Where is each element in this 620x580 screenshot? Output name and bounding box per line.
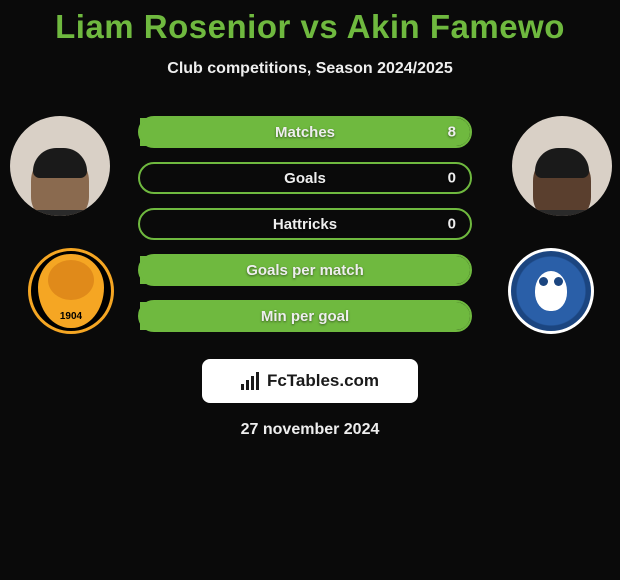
stat-row-min-per-goal: Min per goal — [138, 300, 472, 332]
tiger-crest-icon: 1904 — [38, 254, 104, 328]
player-left-head-icon — [31, 152, 89, 216]
stat-label: Min per goal — [261, 308, 349, 325]
player-right-head-icon — [533, 152, 591, 216]
brand-text: FcTables.com — [267, 371, 379, 391]
page-title: Liam Rosenior vs Akin Famewo — [0, 0, 620, 46]
brand-box: FcTables.com — [202, 359, 418, 403]
owl-crest-icon — [511, 251, 591, 331]
stat-row-goals: Goals 0 — [138, 162, 472, 194]
stat-row-hattricks: Hattricks 0 — [138, 208, 472, 240]
stat-right-value: 0 — [448, 170, 456, 187]
bar-chart-icon — [241, 372, 261, 390]
player-left-photo — [10, 116, 110, 216]
stat-right-value: 8 — [448, 124, 456, 141]
stat-label: Hattricks — [273, 216, 337, 233]
stat-row-goals-per-match: Goals per match — [138, 254, 472, 286]
stat-label: Goals — [284, 170, 326, 187]
stat-row-matches: Matches 8 — [138, 116, 472, 148]
title-player2: Akin Famewo — [347, 8, 565, 45]
crest-year: 1904 — [60, 311, 82, 322]
stats-list: Matches 8 Goals 0 Hattricks 0 Goals per … — [138, 116, 472, 346]
title-vs: vs — [301, 8, 339, 45]
stat-label: Matches — [275, 124, 335, 141]
stat-right-value: 0 — [448, 216, 456, 233]
club-left-logo: 1904 — [28, 248, 114, 334]
club-right-logo — [508, 248, 594, 334]
comparison-area: 1904 Matches 8 Goals 0 Hattricks 0 — [0, 116, 620, 341]
date-text: 27 november 2024 — [0, 421, 620, 439]
title-player1: Liam Rosenior — [55, 8, 291, 45]
subtitle: Club competitions, Season 2024/2025 — [0, 60, 620, 78]
player-right-photo — [512, 116, 612, 216]
stat-label: Goals per match — [246, 262, 364, 279]
